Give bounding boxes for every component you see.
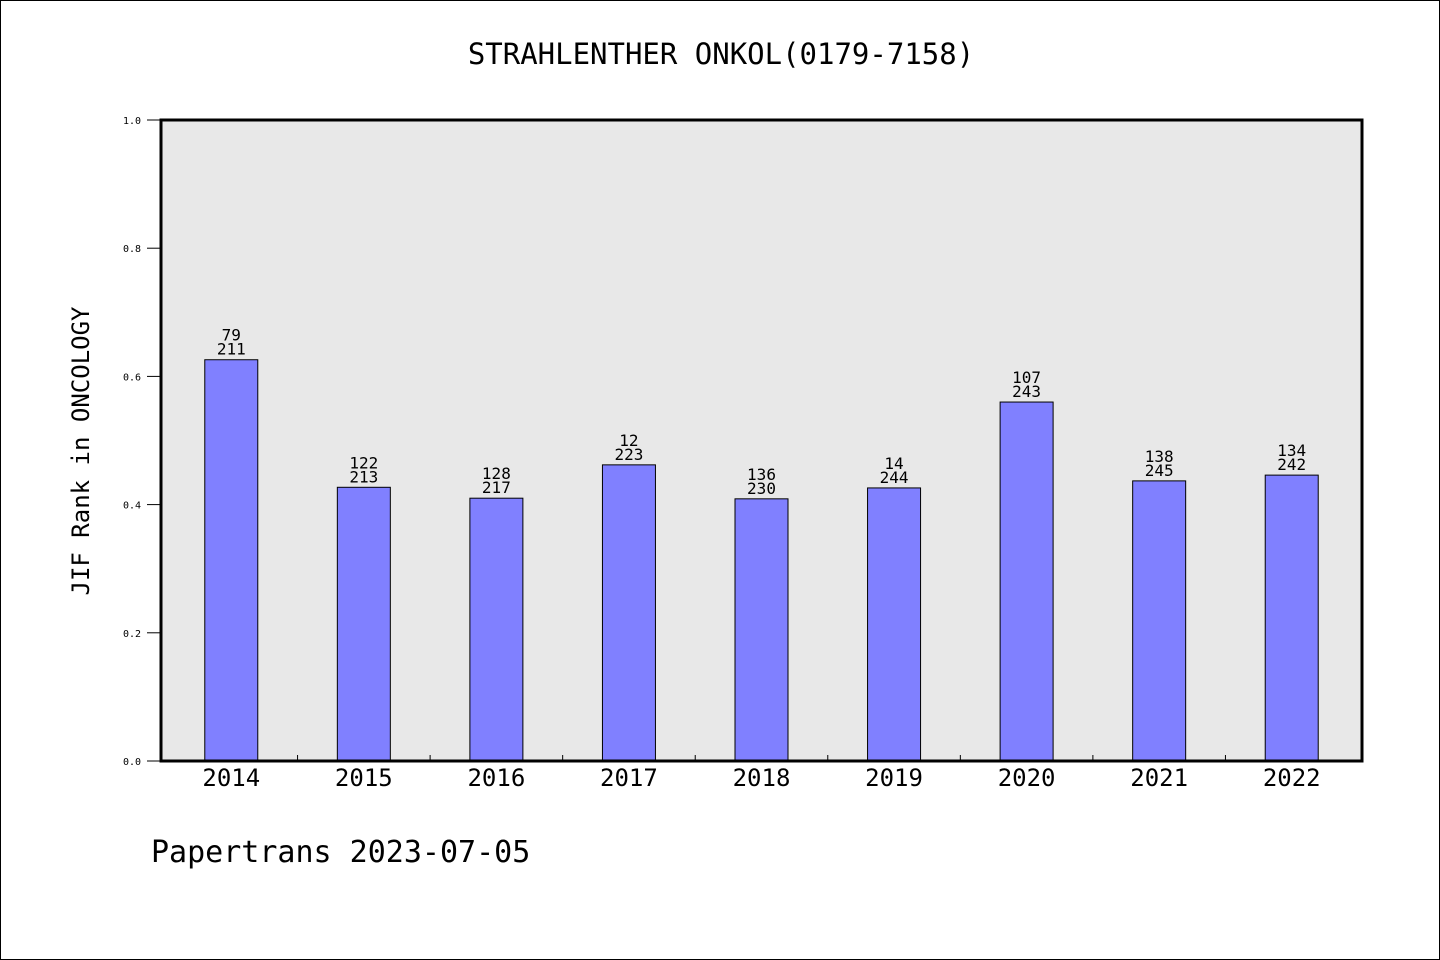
bar-label-top: 79 [222, 326, 241, 345]
x-tick-label: 2016 [467, 764, 525, 792]
y-tick-label: 1.0 [123, 116, 141, 127]
bar-label-top: 138 [1145, 447, 1174, 466]
bar-label-bottom: 230 [747, 479, 776, 498]
bar-label-top: 122 [349, 453, 378, 472]
y-tick-label: 0.2 [123, 629, 141, 640]
x-tick-label: 2020 [998, 764, 1056, 792]
bar [1264, 474, 1319, 762]
x-tick-label: 2017 [600, 764, 658, 792]
y-tick-label: 0.8 [123, 244, 141, 255]
bar-label-bottom: 211 [217, 340, 246, 359]
y-tick-label: 0.4 [123, 501, 141, 512]
footer-note: Papertrans 2023-07-05 [151, 835, 531, 870]
bar-label-top: 107 [1012, 368, 1041, 387]
y-tick-label: 0.0 [123, 757, 141, 768]
bar [1132, 480, 1187, 762]
x-tick-label: 2018 [733, 764, 791, 792]
x-tick-label: 2014 [202, 764, 260, 792]
bar-label-top: 12 [619, 431, 638, 450]
bar-label-top: 134 [1277, 441, 1306, 460]
x-tick-label: 2019 [865, 764, 923, 792]
bar [999, 401, 1054, 762]
bar-label-top: 14 [884, 454, 903, 473]
bar [469, 497, 524, 762]
bar [204, 359, 259, 762]
bar-label-top: 128 [482, 464, 511, 483]
bar-label-bottom: 243 [1012, 382, 1041, 401]
bar-label-top: 136 [747, 465, 776, 484]
bar-label-bottom: 242 [1277, 455, 1306, 474]
bar [336, 486, 391, 762]
plot-frame [159, 118, 1364, 763]
bar [867, 487, 922, 762]
x-tick-label: 2022 [1263, 764, 1321, 792]
bar-label-bottom: 223 [614, 445, 643, 464]
x-tick-label: 2021 [1130, 764, 1188, 792]
bar [601, 464, 656, 762]
x-tick-label: 2015 [335, 764, 393, 792]
bar-label-bottom: 213 [349, 467, 378, 486]
bar-label-bottom: 244 [880, 468, 909, 487]
chart-title: STRAHLENTHER ONKOL(0179-7158) [467, 37, 975, 71]
bar-label-bottom: 245 [1145, 461, 1174, 480]
y-tick-label: 0.6 [123, 372, 141, 383]
bar-label-bottom: 217 [482, 478, 511, 497]
bar [734, 498, 789, 762]
